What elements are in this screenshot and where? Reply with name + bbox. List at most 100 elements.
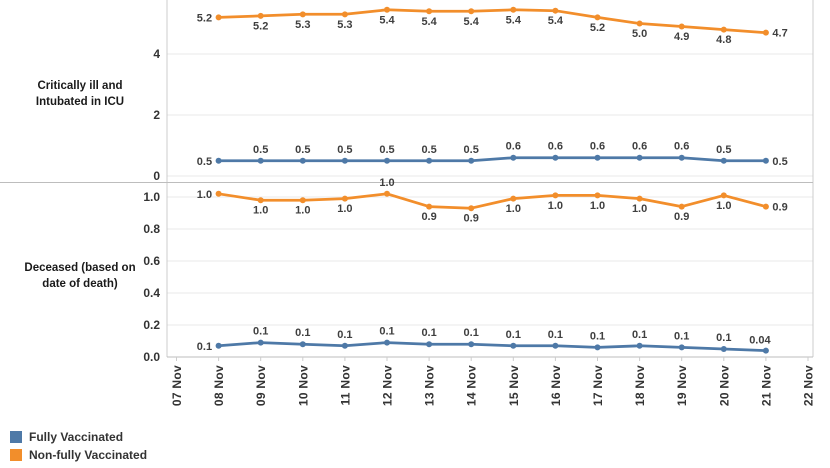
data-point-non-fully-vaccinated[interactable] [257, 12, 264, 19]
x-tick-label: 22 Nov [802, 365, 816, 406]
data-point-label: 0.9 [772, 202, 787, 214]
data-point-fully-vaccinated[interactable] [594, 344, 601, 351]
data-point-non-fully-vaccinated[interactable] [426, 8, 433, 15]
data-point-fully-vaccinated[interactable] [720, 346, 727, 352]
y-tick-label: 0 [153, 169, 160, 183]
x-tick-label: 09 Nov [254, 365, 268, 406]
data-point-label: 1.0 [716, 200, 731, 212]
data-point-fully-vaccinated[interactable] [426, 157, 433, 164]
data-point-fully-vaccinated[interactable] [426, 341, 433, 348]
data-point-fully-vaccinated[interactable] [510, 342, 517, 349]
data-point-label: 0.5 [197, 156, 212, 168]
data-point-non-fully-vaccinated[interactable] [341, 11, 348, 18]
data-point-label: 0.1 [716, 332, 731, 344]
data-point-label: 0.1 [295, 327, 310, 339]
legend-item-non-fully-vaccinated[interactable]: Non-fully Vaccinated [10, 446, 147, 464]
data-point-fully-vaccinated[interactable] [468, 341, 475, 348]
data-point-non-fully-vaccinated[interactable] [552, 192, 559, 199]
data-point-non-fully-vaccinated[interactable] [215, 190, 222, 197]
data-point-fully-vaccinated[interactable] [594, 154, 601, 161]
data-point-label: 5.4 [548, 15, 564, 27]
data-point-fully-vaccinated[interactable] [636, 342, 643, 349]
data-point-non-fully-vaccinated[interactable] [215, 14, 222, 21]
data-point-fully-vaccinated[interactable] [762, 157, 769, 164]
data-point-label: 0.5 [421, 144, 436, 156]
data-point-non-fully-vaccinated[interactable] [257, 197, 264, 204]
data-point-non-fully-vaccinated[interactable] [720, 192, 727, 199]
data-point-fully-vaccinated[interactable] [341, 342, 348, 349]
data-point-fully-vaccinated[interactable] [257, 339, 264, 346]
data-point-non-fully-vaccinated[interactable] [426, 203, 433, 210]
data-point-non-fully-vaccinated[interactable] [678, 203, 685, 210]
data-point-fully-vaccinated[interactable] [215, 157, 222, 164]
data-point-fully-vaccinated[interactable] [552, 154, 559, 161]
data-point-label: 1.0 [590, 200, 605, 212]
data-point-fully-vaccinated[interactable] [636, 154, 643, 161]
data-point-fully-vaccinated[interactable] [552, 342, 559, 349]
data-point-fully-vaccinated[interactable] [341, 157, 348, 164]
data-point-non-fully-vaccinated[interactable] [468, 205, 475, 212]
data-point-fully-vaccinated[interactable] [299, 157, 306, 164]
legend-item-fully-vaccinated[interactable]: Fully Vaccinated [10, 428, 147, 446]
legend-label-fully-vaccinated: Fully Vaccinated [29, 430, 124, 444]
y-tick-label: 0.2 [143, 318, 160, 332]
data-point-label: 0.04 [749, 335, 771, 347]
data-point-label: 5.3 [337, 19, 352, 31]
data-point-fully-vaccinated[interactable] [510, 154, 517, 161]
data-point-label: 1.0 [197, 189, 212, 201]
data-point-non-fully-vaccinated[interactable] [678, 23, 685, 30]
data-point-non-fully-vaccinated[interactable] [594, 192, 601, 199]
data-point-label: 5.4 [506, 14, 522, 26]
data-point-non-fully-vaccinated[interactable] [636, 195, 643, 202]
data-point-non-fully-vaccinated[interactable] [762, 29, 769, 36]
x-tick-label: 10 Nov [296, 365, 310, 406]
data-point-label: 0.5 [716, 144, 731, 156]
data-point-non-fully-vaccinated[interactable] [384, 6, 390, 13]
data-point-fully-vaccinated[interactable] [299, 341, 306, 348]
data-point-non-fully-vaccinated[interactable] [720, 26, 727, 33]
data-point-label: 1.0 [548, 200, 563, 212]
y-tick-label: 0.8 [143, 222, 160, 236]
y-tick-label: 1.0 [143, 190, 160, 204]
data-point-fully-vaccinated[interactable] [678, 154, 685, 161]
y-tick-label: 2 [153, 108, 160, 122]
data-point-fully-vaccinated[interactable] [384, 157, 390, 164]
data-point-fully-vaccinated[interactable] [468, 157, 475, 164]
data-point-fully-vaccinated[interactable] [720, 157, 727, 164]
data-point-label: 1.0 [337, 203, 352, 215]
data-point-fully-vaccinated[interactable] [678, 344, 685, 351]
series-line-fully-vaccinated[interactable] [217, 156, 768, 163]
y-tick-label: 4 [153, 47, 160, 61]
data-point-label: 0.1 [548, 329, 563, 341]
data-point-non-fully-vaccinated[interactable] [468, 8, 475, 15]
data-point-non-fully-vaccinated[interactable] [510, 195, 517, 202]
data-point-fully-vaccinated[interactable] [215, 342, 222, 349]
x-tick-label: 11 Nov [338, 365, 352, 406]
data-point-fully-vaccinated[interactable] [257, 157, 264, 164]
data-point-label: 5.4 [464, 16, 480, 28]
data-point-non-fully-vaccinated[interactable] [510, 6, 517, 13]
data-point-non-fully-vaccinated[interactable] [299, 11, 306, 18]
series-line-non-fully-vaccinated[interactable] [217, 8, 768, 35]
data-point-label: 5.4 [421, 16, 437, 28]
data-point-label: 0.6 [590, 141, 605, 153]
data-point-non-fully-vaccinated[interactable] [762, 203, 769, 210]
vaccination-line-chart: 0 2 4 0.0 0.2 0.4 0.6 0.8 1.0 07 Nov 08 Nov 09 Nov 1… [0, 0, 816, 406]
data-point-non-fully-vaccinated[interactable] [594, 14, 601, 21]
data-point-label: 0.5 [379, 144, 394, 156]
data-point-label: 0.5 [464, 144, 479, 156]
data-point-non-fully-vaccinated[interactable] [299, 197, 306, 204]
data-point-fully-vaccinated[interactable] [762, 347, 769, 354]
data-point-fully-vaccinated[interactable] [384, 339, 390, 346]
series-line-non-fully-vaccinated[interactable] [217, 192, 768, 210]
series-line-fully-vaccinated[interactable] [217, 341, 768, 352]
data-point-label: 5.0 [632, 28, 647, 40]
data-point-non-fully-vaccinated[interactable] [384, 190, 390, 197]
data-point-label: 1.0 [506, 203, 521, 215]
data-point-label: 5.4 [379, 14, 395, 26]
data-point-non-fully-vaccinated[interactable] [341, 195, 348, 202]
data-point-label: 0.1 [379, 326, 394, 338]
data-point-label: 5.2 [590, 22, 605, 34]
data-point-non-fully-vaccinated[interactable] [636, 20, 643, 27]
data-point-non-fully-vaccinated[interactable] [552, 7, 559, 14]
